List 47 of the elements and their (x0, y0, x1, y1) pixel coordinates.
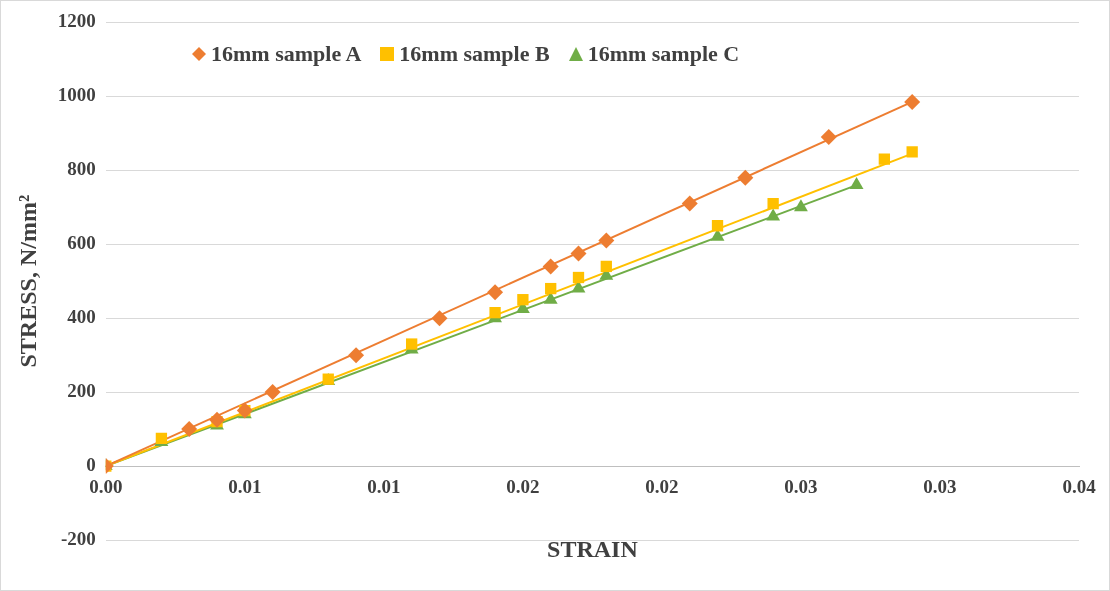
point (711, 220, 724, 232)
x-axis-title: STRAIN (547, 536, 639, 563)
point (406, 338, 418, 350)
point (348, 347, 365, 364)
point (598, 232, 615, 249)
point (431, 310, 448, 327)
point (264, 384, 281, 401)
y-tick-label: 400 (67, 306, 96, 328)
x-tick-label: 0.04 (1062, 476, 1097, 498)
point (766, 208, 781, 221)
y-tick-label: 800 (67, 158, 96, 180)
point (209, 411, 226, 428)
point (737, 169, 754, 186)
point (545, 282, 557, 295)
y-tick-label: 200 (67, 380, 96, 402)
y-tick-label: 0 (86, 453, 96, 475)
point (600, 260, 612, 273)
y-axis-title: STRESS, N/mm² (14, 194, 41, 368)
point (489, 306, 501, 319)
y-tick-label: 1000 (57, 84, 96, 106)
point (906, 146, 918, 158)
y-tick-label: -200 (60, 527, 96, 549)
y-tick-label: 600 (67, 232, 96, 254)
point (517, 294, 529, 306)
x-tick-label: 0.02 (645, 476, 679, 498)
point (767, 197, 779, 210)
point (570, 245, 587, 262)
point (487, 284, 504, 301)
point (878, 153, 891, 165)
x-tick-label: 0.03 (784, 476, 818, 498)
point (849, 177, 864, 190)
point (904, 93, 921, 110)
point (794, 199, 808, 212)
x-tick-label: 0.00 (89, 476, 123, 498)
legend-label: 16mm sample C (587, 41, 740, 67)
point (181, 421, 198, 438)
point (820, 129, 837, 146)
legend-label: 16mm sample A (211, 41, 362, 67)
legend-label: 16mm sample B (399, 41, 550, 67)
y-tick-label: 1200 (57, 10, 96, 32)
x-tick-label: 0.03 (923, 476, 957, 498)
x-tick-label: 0.02 (506, 476, 540, 498)
point (572, 271, 585, 284)
point (542, 258, 559, 275)
point (681, 195, 698, 212)
x-tick-label: 0.01 (367, 476, 401, 498)
x-tick-label: 0.01 (228, 476, 262, 498)
